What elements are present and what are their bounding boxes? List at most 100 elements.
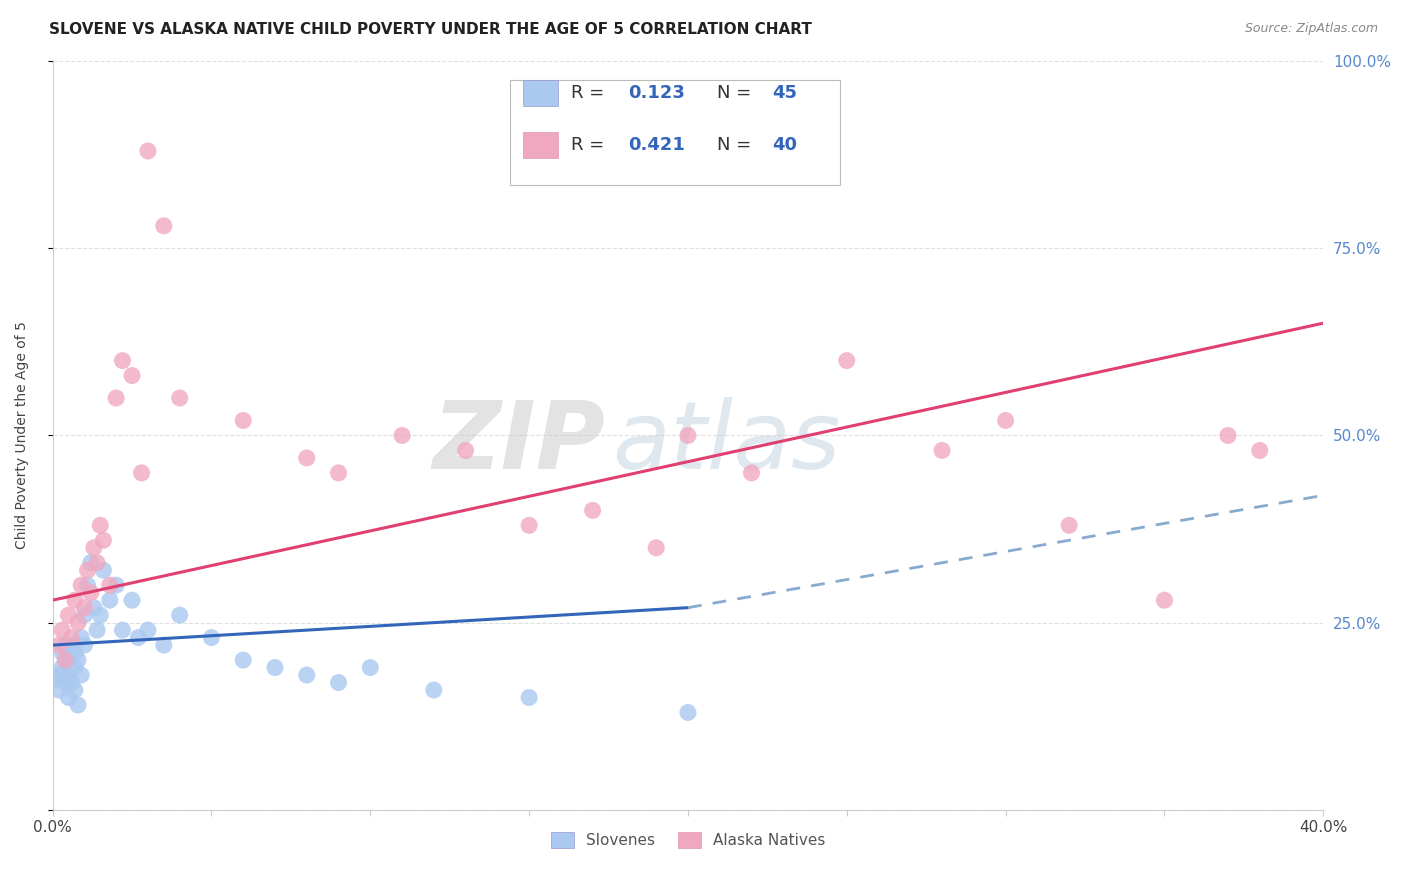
Point xyxy=(295,668,318,682)
Point xyxy=(295,450,318,465)
Point xyxy=(1057,518,1080,533)
Point xyxy=(76,578,98,592)
Point xyxy=(63,683,86,698)
Point xyxy=(1216,428,1239,442)
Text: atlas: atlas xyxy=(612,398,839,489)
Point xyxy=(45,672,67,686)
Point xyxy=(70,668,93,682)
Point xyxy=(111,353,134,368)
Point xyxy=(152,219,174,233)
Text: N =: N = xyxy=(717,136,758,154)
Point xyxy=(232,413,254,427)
Point xyxy=(105,391,128,405)
Point xyxy=(76,563,98,577)
Point xyxy=(98,578,121,592)
Point xyxy=(136,623,159,637)
Y-axis label: Child Poverty Under the Age of 5: Child Poverty Under the Age of 5 xyxy=(15,321,30,549)
Point xyxy=(169,608,191,623)
Point xyxy=(51,646,73,660)
Point xyxy=(740,466,762,480)
Point xyxy=(58,668,80,682)
Text: R =: R = xyxy=(571,136,610,154)
Point xyxy=(63,593,86,607)
Point xyxy=(169,391,191,405)
Point xyxy=(359,660,381,674)
Point xyxy=(517,690,540,705)
Point xyxy=(48,638,70,652)
Text: Source: ZipAtlas.com: Source: ZipAtlas.com xyxy=(1244,22,1378,36)
Point xyxy=(58,653,80,667)
Point xyxy=(53,675,76,690)
Text: 40: 40 xyxy=(772,136,797,154)
Point xyxy=(1249,443,1271,458)
Point xyxy=(60,631,83,645)
Point xyxy=(63,660,86,674)
Text: 0.123: 0.123 xyxy=(628,84,685,102)
Point xyxy=(58,608,80,623)
Point xyxy=(127,631,149,645)
Text: ZIP: ZIP xyxy=(433,397,606,489)
Text: SLOVENE VS ALASKA NATIVE CHILD POVERTY UNDER THE AGE OF 5 CORRELATION CHART: SLOVENE VS ALASKA NATIVE CHILD POVERTY U… xyxy=(49,22,813,37)
Point xyxy=(70,631,93,645)
Point xyxy=(83,600,105,615)
Text: 0.421: 0.421 xyxy=(628,136,685,154)
FancyBboxPatch shape xyxy=(523,132,558,159)
Point xyxy=(994,413,1017,427)
Point xyxy=(60,675,83,690)
Point xyxy=(53,653,76,667)
Point xyxy=(51,623,73,637)
Point xyxy=(328,675,350,690)
Point xyxy=(89,518,111,533)
Point xyxy=(66,698,89,712)
Text: 45: 45 xyxy=(772,84,797,102)
Point xyxy=(131,466,153,480)
FancyBboxPatch shape xyxy=(523,80,558,106)
Point xyxy=(264,660,287,674)
Point xyxy=(676,428,699,442)
Text: R =: R = xyxy=(571,84,610,102)
Point xyxy=(60,638,83,652)
Point xyxy=(63,646,86,660)
Point xyxy=(80,556,103,570)
Point xyxy=(93,533,115,548)
Point xyxy=(582,503,605,517)
Point xyxy=(1153,593,1175,607)
FancyBboxPatch shape xyxy=(510,80,841,185)
Point xyxy=(66,615,89,630)
Point xyxy=(58,690,80,705)
Point xyxy=(98,593,121,607)
Point xyxy=(200,631,222,645)
Point xyxy=(53,653,76,667)
Point xyxy=(93,563,115,577)
Point xyxy=(80,585,103,599)
Point xyxy=(111,623,134,637)
Point xyxy=(676,706,699,720)
Point xyxy=(83,541,105,555)
Point xyxy=(835,353,858,368)
Point xyxy=(48,683,70,698)
Point xyxy=(48,668,70,682)
Point xyxy=(121,368,143,383)
Point xyxy=(454,443,477,458)
Point xyxy=(391,428,413,442)
Text: N =: N = xyxy=(717,84,758,102)
Point xyxy=(121,593,143,607)
Point xyxy=(423,683,446,698)
Point xyxy=(73,608,96,623)
Point xyxy=(152,638,174,652)
Point xyxy=(89,608,111,623)
Point xyxy=(73,638,96,652)
Point xyxy=(73,600,96,615)
Point xyxy=(86,556,108,570)
Point xyxy=(645,541,668,555)
Point xyxy=(70,578,93,592)
Point xyxy=(105,578,128,592)
Legend: Slovenes, Alaska Natives: Slovenes, Alaska Natives xyxy=(544,826,831,855)
Point xyxy=(328,466,350,480)
Point xyxy=(517,518,540,533)
Point xyxy=(931,443,953,458)
Point xyxy=(232,653,254,667)
Point xyxy=(53,638,76,652)
Point xyxy=(136,144,159,158)
Point xyxy=(66,653,89,667)
